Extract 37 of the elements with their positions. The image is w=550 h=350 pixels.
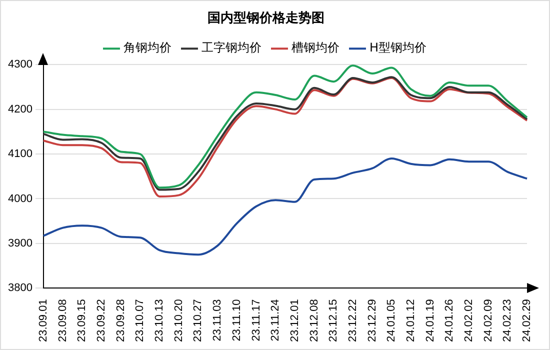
- legend-label: 角钢均价: [123, 40, 172, 55]
- x-tick-label: 23.12.29: [366, 299, 378, 342]
- legend-label: 槽钢均价: [291, 40, 340, 55]
- x-tick-label: 23.09.08: [56, 299, 69, 342]
- x-tick-label: 23.11.03: [212, 299, 224, 342]
- y-tick-label: 3900: [8, 237, 32, 250]
- x-tick-label: 23.10.07: [134, 299, 146, 342]
- x-tick-label: 23.11.10: [230, 299, 243, 342]
- x-tick-label: 23.10.20: [172, 299, 185, 342]
- x-tick-label: 24.02.09: [482, 299, 494, 342]
- x-tick-label: 24.01.12: [404, 299, 417, 342]
- y-tick-label: 3800: [8, 282, 32, 294]
- x-tick-label: 24.02.29: [521, 299, 534, 342]
- y-tick-label: 4200: [8, 103, 32, 116]
- x-tick-label: 23.09.01: [38, 299, 50, 342]
- x-tick-label: 24.01.19: [424, 299, 436, 342]
- x-tick-label: 23.12.01: [288, 299, 301, 342]
- x-tick-label: 23.11.17: [250, 299, 262, 342]
- legend-label: H型钢均价: [369, 40, 427, 55]
- x-tick-label: 23.10.13: [154, 299, 166, 342]
- x-tick-label: 24.02.02: [463, 299, 476, 342]
- y-tick-label: 4300: [8, 58, 32, 71]
- chart-title: 国内型钢价格走势图: [208, 10, 324, 26]
- x-tick-label: 23.10.27: [192, 299, 204, 342]
- x-tick-label: 23.11.24: [270, 299, 282, 342]
- y-tick-label: 4100: [8, 148, 32, 160]
- x-tick-label: 23.12.08: [308, 299, 320, 342]
- x-tick-label: 23.12.22: [346, 299, 359, 342]
- x-tick-label: 23.09.15: [76, 299, 88, 342]
- x-tick-label: 23.09.22: [96, 299, 108, 342]
- legend-label: 工字钢均价: [201, 40, 262, 55]
- y-tick-label: 4000: [8, 192, 32, 205]
- x-tick-label: 24.02.23: [502, 299, 514, 342]
- x-tick-label: 24.01.26: [444, 299, 456, 342]
- x-tick-label: 23.12.15: [328, 299, 340, 342]
- x-tick-label: 24.01.05: [386, 299, 398, 342]
- x-tick-label: 23.09.28: [114, 299, 127, 342]
